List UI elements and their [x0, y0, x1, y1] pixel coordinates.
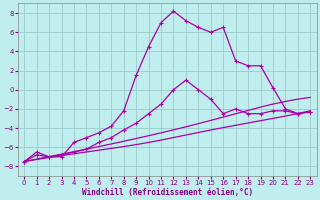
- X-axis label: Windchill (Refroidissement éolien,°C): Windchill (Refroidissement éolien,°C): [82, 188, 253, 197]
